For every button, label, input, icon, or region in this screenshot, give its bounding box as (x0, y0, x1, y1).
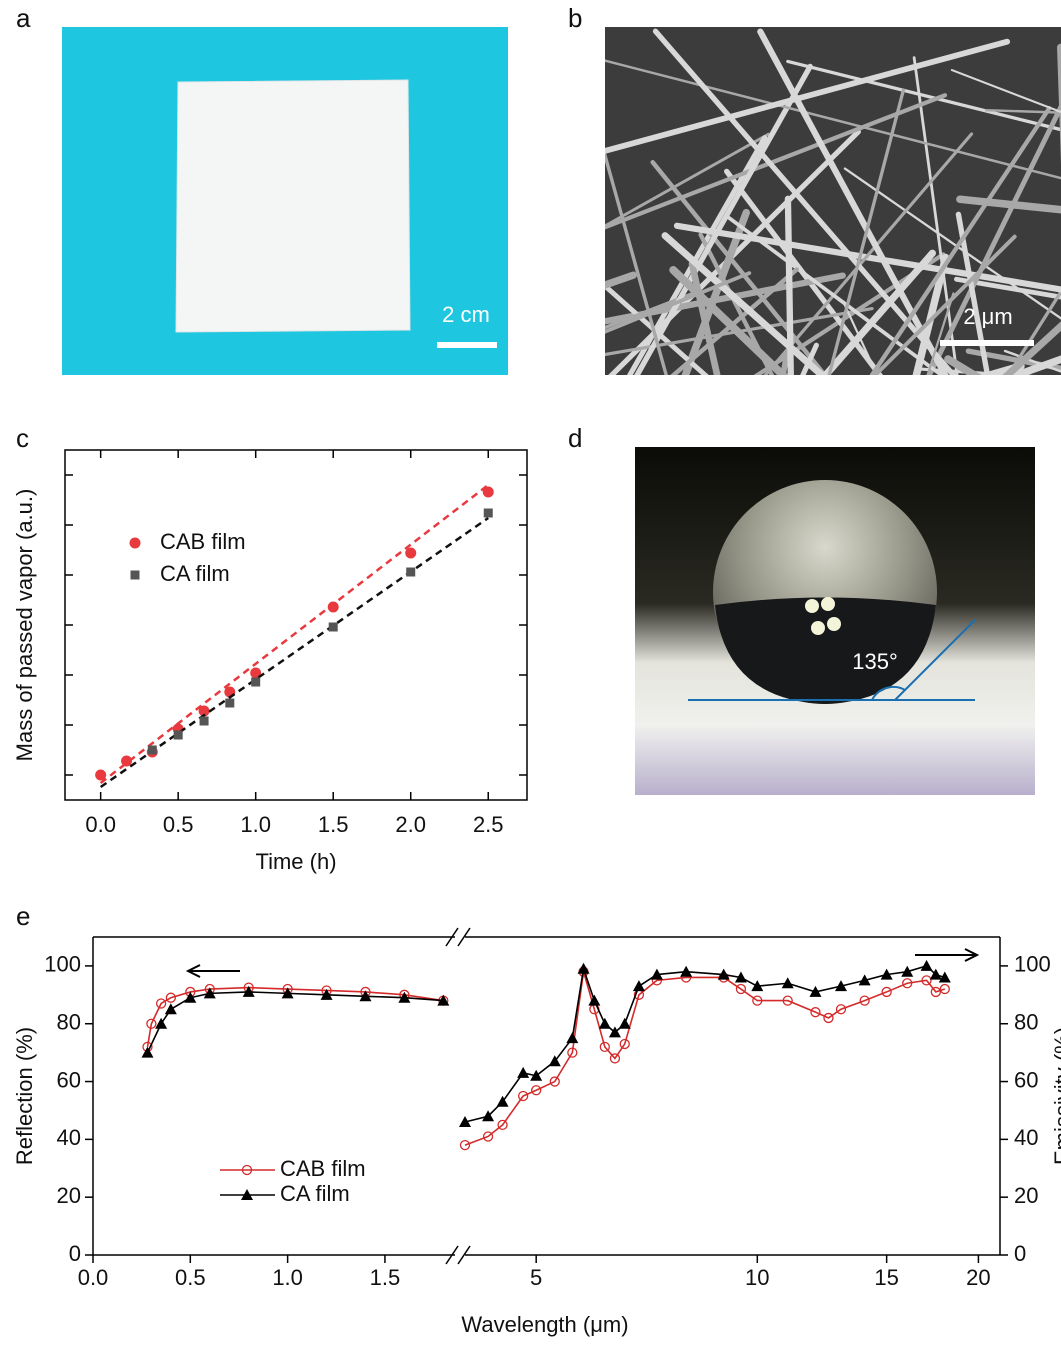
fiber (235, 394, 735, 403)
x-tick-label: 1.0 (272, 1265, 303, 1290)
point (165, 1003, 177, 1014)
fit-line (101, 485, 489, 783)
point (483, 487, 494, 498)
x-tick-label: 1.0 (240, 812, 271, 837)
scale-bar-label: 2 cm (442, 302, 490, 327)
point (633, 980, 645, 991)
y2-tick-label: 40 (1014, 1125, 1038, 1150)
x-tick-label: 5 (530, 1265, 542, 1290)
y2-tick-label: 0 (1014, 1241, 1026, 1266)
point (406, 568, 415, 577)
x-axis-label: Wavelength (μm) (461, 1312, 628, 1337)
reflection (805, 599, 819, 613)
legend-label: CA film (280, 1181, 350, 1206)
point (680, 966, 692, 977)
reflection (827, 617, 841, 631)
point (148, 746, 157, 755)
panel-label: c (16, 423, 29, 453)
point (619, 1018, 631, 1029)
point (599, 1018, 611, 1029)
x-tick-label: 0.0 (85, 812, 116, 837)
panel-label: d (568, 423, 582, 453)
point (578, 963, 590, 974)
point (95, 770, 106, 781)
point (329, 623, 338, 632)
y-tick-label: 20 (57, 1183, 81, 1208)
x-tick-label: 0.0 (78, 1265, 109, 1290)
point (484, 509, 493, 518)
legend-label: CAB film (160, 529, 246, 554)
direction-arrow (188, 965, 240, 977)
y-tick-label: 80 (57, 1010, 81, 1035)
figure: a 2 cm b 2 μm d 135° c 0.0 0.5 1.0 1.5 2.0 2.5… (0, 0, 1061, 1345)
y2-tick-label: 60 (1014, 1067, 1038, 1092)
y2-axis-label: Emissivity (%) (1050, 1027, 1061, 1165)
data-line (465, 972, 945, 1145)
scale-bar (437, 342, 497, 348)
y-tick-label: 100 (44, 952, 81, 977)
reflection (811, 621, 825, 635)
y-tick-label: 60 (57, 1067, 81, 1092)
y-tick-label: 0 (69, 1241, 81, 1266)
point (155, 1018, 167, 1029)
y2-tick-label: 100 (1014, 952, 1051, 977)
y-axis-label: Reflection (%) (12, 1027, 37, 1165)
fiber (418, 305, 574, 780)
scale-bar (940, 340, 1034, 346)
x-tick-label: 15 (874, 1265, 898, 1290)
x-tick-label: 0.5 (175, 1265, 206, 1290)
direction-arrow (915, 949, 977, 961)
x-tick-label: 1.5 (370, 1265, 401, 1290)
scale-bar-label: 2 μm (963, 304, 1012, 329)
page: a 2 cm b 2 μm d 135° c 0.0 0.5 1.0 1.5 2.0 2.5… (0, 0, 1061, 1345)
legend-label: CAB film (280, 1156, 366, 1181)
y2-tick-label: 80 (1014, 1010, 1038, 1035)
x-tick-label: 2.0 (395, 812, 426, 837)
point (497, 1096, 509, 1107)
x-tick-label: 0.5 (163, 812, 194, 837)
panel-label: a (16, 3, 31, 33)
x-tick-label: 1.5 (318, 812, 349, 837)
x-tick-label: 10 (745, 1265, 769, 1290)
point (328, 602, 339, 613)
point (782, 977, 794, 988)
y2-tick-label: 20 (1014, 1183, 1038, 1208)
legend-label: CA film (160, 561, 230, 586)
point (939, 971, 951, 982)
angle-label: 135° (852, 649, 898, 674)
point (921, 960, 933, 971)
point (405, 548, 416, 559)
data-line (465, 966, 945, 1122)
y-axis-label: Mass of passed vapor (a.u.) (12, 489, 37, 762)
x-tick-label: 20 (966, 1265, 990, 1290)
legend-marker (131, 571, 140, 580)
y-tick-label: 40 (57, 1125, 81, 1150)
point (174, 731, 183, 740)
x-axis-label: Time (h) (255, 849, 336, 874)
x-tick-label: 2.5 (473, 812, 504, 837)
panel-label: b (568, 3, 582, 33)
legend-marker (130, 538, 141, 549)
film-sample (176, 80, 410, 332)
point (517, 1067, 529, 1078)
point (200, 717, 209, 726)
fit-line (101, 518, 489, 787)
point (566, 1032, 578, 1043)
panel-label: e (16, 901, 30, 931)
reflection (821, 597, 835, 611)
point (225, 699, 234, 708)
point (251, 678, 260, 687)
plot-frame (65, 450, 527, 800)
